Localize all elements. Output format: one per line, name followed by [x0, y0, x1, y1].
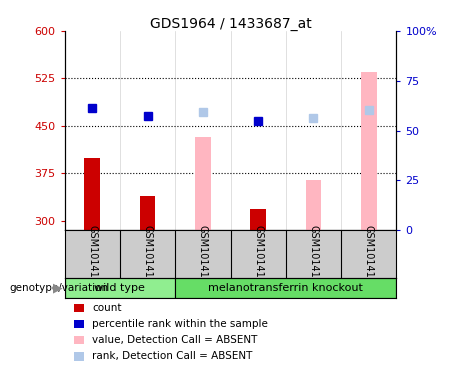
- Text: value, Detection Call = ABSENT: value, Detection Call = ABSENT: [92, 335, 258, 345]
- Text: GSM101417: GSM101417: [142, 225, 153, 284]
- Text: rank, Detection Call = ABSENT: rank, Detection Call = ABSENT: [92, 351, 253, 361]
- Text: ▶: ▶: [53, 281, 62, 294]
- Text: wild type: wild type: [95, 283, 145, 293]
- Text: percentile rank within the sample: percentile rank within the sample: [92, 319, 268, 329]
- Bar: [84, 157, 100, 230]
- Bar: [65, 278, 175, 298]
- Bar: [195, 137, 211, 230]
- Bar: [140, 195, 155, 230]
- Text: GSM101415: GSM101415: [364, 225, 374, 284]
- Text: GSM101413: GSM101413: [253, 225, 263, 284]
- Bar: [306, 180, 321, 230]
- Text: count: count: [92, 303, 122, 313]
- Text: genotype/variation: genotype/variation: [9, 283, 108, 293]
- Text: GSM101412: GSM101412: [198, 225, 208, 284]
- Bar: [175, 278, 396, 298]
- Bar: [361, 72, 377, 230]
- Text: melanotransferrin knockout: melanotransferrin knockout: [208, 283, 363, 293]
- Text: GSM101414: GSM101414: [308, 225, 319, 284]
- Text: GSM101416: GSM101416: [87, 225, 97, 284]
- Bar: [250, 210, 266, 230]
- Text: GDS1964 / 1433687_at: GDS1964 / 1433687_at: [150, 17, 311, 31]
